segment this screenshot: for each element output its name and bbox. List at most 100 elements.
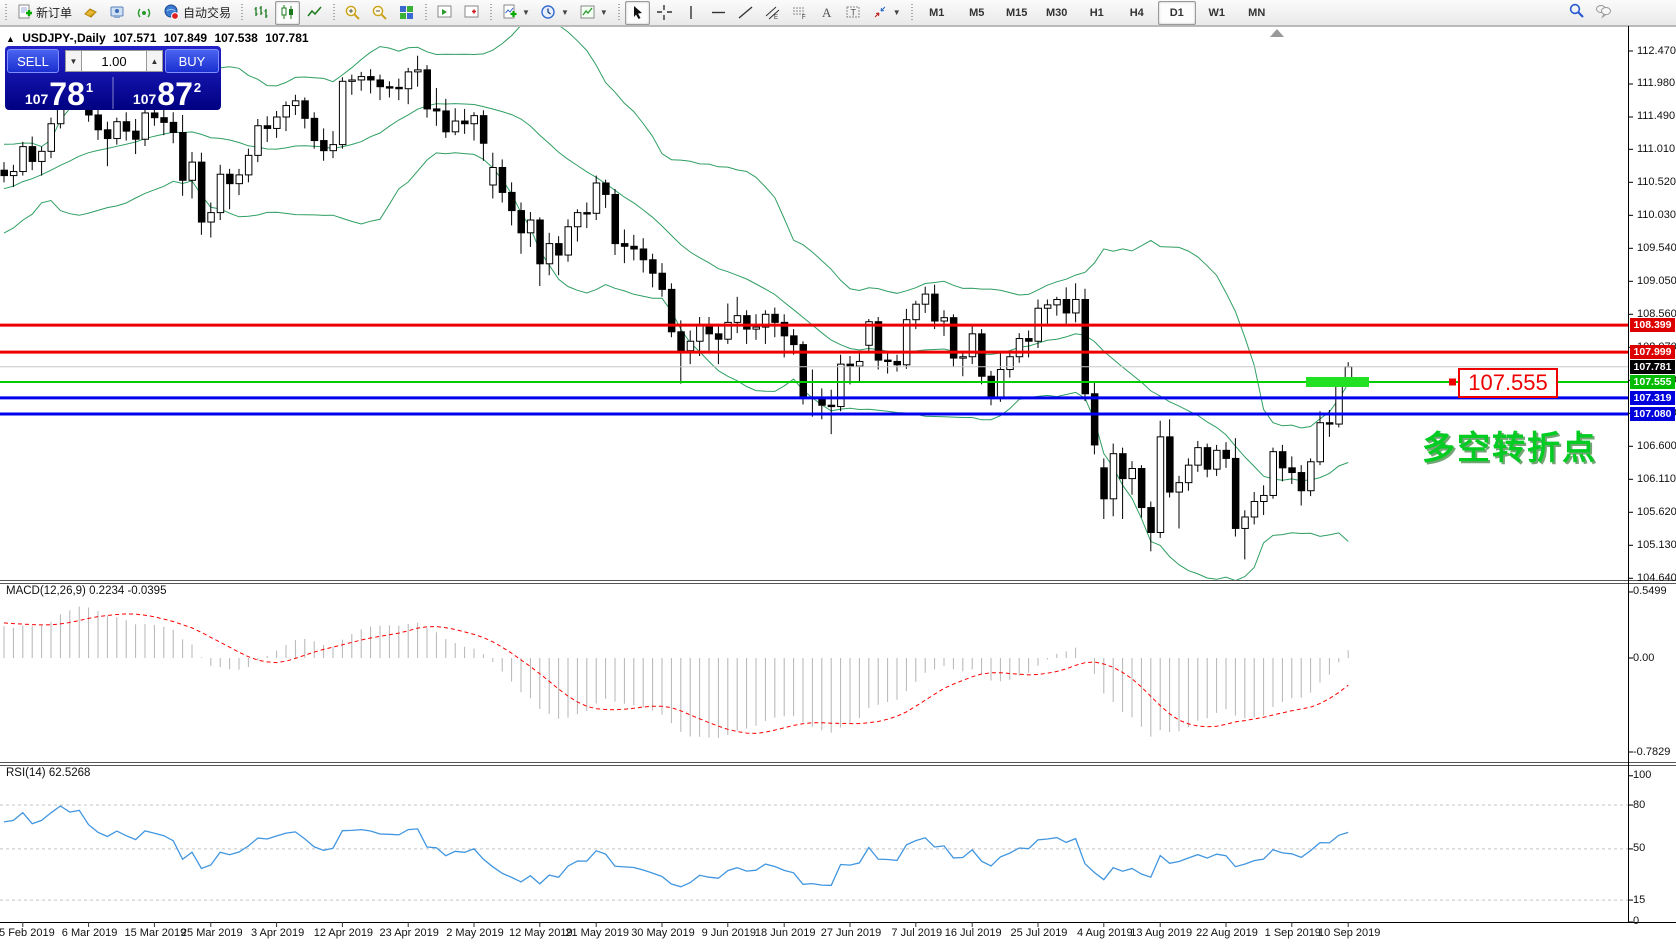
chevron-down-icon[interactable]: ▼ [599,8,608,17]
timeframe-m5-button[interactable]: M5 [958,1,996,25]
line-chart-button[interactable] [302,1,327,25]
horizontal-line-button[interactable] [706,1,731,25]
toolbar-grip[interactable] [424,3,430,22]
periods-icon [540,4,557,21]
toolbar-grip[interactable] [616,3,622,22]
date-tick-label: 15 Mar 2019 [124,927,187,939]
timeframe-mn-button[interactable]: MN [1238,1,1276,25]
price-axis[interactable]: 112.470 111.980 111.490 111.010 110.520 110.0… [1629,26,1676,927]
profile-button[interactable] [78,1,103,25]
sell-price[interactable]: 107 78 1 [7,75,111,111]
auto-scroll-icon [436,4,453,21]
vline-icon [683,4,700,21]
auto-scroll-button[interactable] [432,1,457,25]
vertical-line-button[interactable] [679,1,704,25]
volume-decrease-button[interactable]: ▼ [65,50,82,72]
bar-chart-button[interactable] [248,1,273,25]
signals-button[interactable] [132,1,157,25]
volume-input[interactable] [82,50,146,72]
cursor-button[interactable] [624,0,650,25]
date-tick-label: 10 Sep 2019 [1317,927,1381,939]
timeframe-w1-button[interactable]: W1 [1198,1,1236,25]
toolbar-group: ▼ ▼ ▼ [496,1,613,25]
tile-windows-icon [398,4,415,21]
chevron-down-icon[interactable]: ▼ [560,8,569,17]
toolbar-right [1568,2,1612,24]
zoom-in-button[interactable] [340,1,365,25]
toolbar-grip[interactable] [489,3,495,22]
toolbar-grip[interactable] [909,3,915,22]
text-button[interactable]: A [814,1,839,25]
svg-text:F: F [802,15,806,21]
chevron-down-icon[interactable]: ▼ [892,8,901,17]
timeframe-d1-button[interactable]: D1 [1157,0,1196,25]
price-callout-label[interactable]: 107.555 [1458,368,1558,398]
price-tick-label: 109.050 [1637,274,1676,287]
date-tick-label: 7 Jul 2019 [891,927,943,939]
templates-button[interactable]: ▼ [575,1,612,25]
text-icon: A [818,4,835,21]
toolbar-grip[interactable] [332,3,338,22]
chevron-down-icon[interactable]: ▼ [522,8,530,17]
high-value: 107.849 [163,31,208,45]
zoom-in-icon [344,4,361,21]
date-tick-label: 30 May 2019 [631,927,695,939]
buy-button[interactable]: BUY [165,49,219,73]
auto-trading-button[interactable]: 自动交易 [159,1,235,25]
timeframe-m15-button[interactable]: M15 [998,1,1036,25]
rsi-indicator-label: RSI(14) 62.5268 [6,767,91,779]
price-tick-label: 111.490 [1637,110,1676,123]
candle-chart-button[interactable] [275,0,301,25]
rsi-tick-label: 80 [1633,798,1646,811]
price-level-label: 107.781 [1630,359,1675,374]
search-icon[interactable] [1568,2,1585,24]
date-tick-label: 6 Mar 2019 [61,927,118,939]
toolbar-group [247,0,328,25]
collapse-panel-icon[interactable]: ▲ [6,34,15,44]
buy-price[interactable]: 107 87 2 [115,75,219,111]
toolbar-grip[interactable] [4,3,9,22]
line-chart-icon [306,4,323,21]
indicators-button[interactable]: ▼ [497,1,534,25]
trendline-button[interactable] [733,1,758,25]
zoom-out-button[interactable] [367,1,392,25]
equidistant-channel-button[interactable]: E [760,1,785,25]
date-tick-label: 1 Sep 2019 [1264,927,1321,939]
crosshair-button[interactable] [652,1,677,25]
macd-tick-label: -0.7829 [1633,745,1671,758]
selected-hline-handle[interactable] [1306,376,1369,387]
chart-shift-button[interactable] [459,1,484,25]
timeframe-h4-button[interactable]: H4 [1118,1,1156,25]
sell-button[interactable]: SELL [7,49,59,73]
svg-text:A: A [822,5,832,20]
timeframe-h1-button[interactable]: H1 [1078,1,1116,25]
button-label: W1 [1208,6,1225,19]
timeframe-m1-button[interactable]: M1 [918,1,956,25]
arrows-button[interactable]: ▼ [868,1,905,25]
volume-increase-button[interactable]: ▲ [146,50,163,72]
chat-icon[interactable] [1595,2,1612,24]
text-label-button[interactable]: T [841,1,866,25]
button-label: MN [1248,6,1266,19]
date-tick-label: 23 Apr 2019 [379,927,439,939]
price-tick-label: 112.470 [1637,44,1676,57]
date-tick-label: 25 Mar 2019 [180,927,243,939]
sell-price-pips: 78 [49,76,85,112]
market-watch-button[interactable] [105,1,130,25]
chart-annotation-text[interactable]: 多空转折点 [1422,429,1597,466]
button-label: M1 [929,6,945,19]
timeframe-m30-button[interactable]: M30 [1038,1,1076,25]
toolbar-grip[interactable] [240,3,246,22]
chart-shift-marker [1270,29,1284,37]
button-label: M15 [1006,6,1028,19]
periods-button[interactable]: ▼ [536,1,573,25]
tile-windows-button[interactable] [394,1,419,25]
price-tick-label: 106.600 [1637,439,1676,452]
price-tick-label: 111.010 [1637,142,1676,155]
price-tick-label: 109.540 [1637,241,1676,254]
profile-icon [82,4,99,21]
new-order-button[interactable]: 新订单 [12,1,76,25]
fibonacci-button[interactable]: F [787,1,812,25]
